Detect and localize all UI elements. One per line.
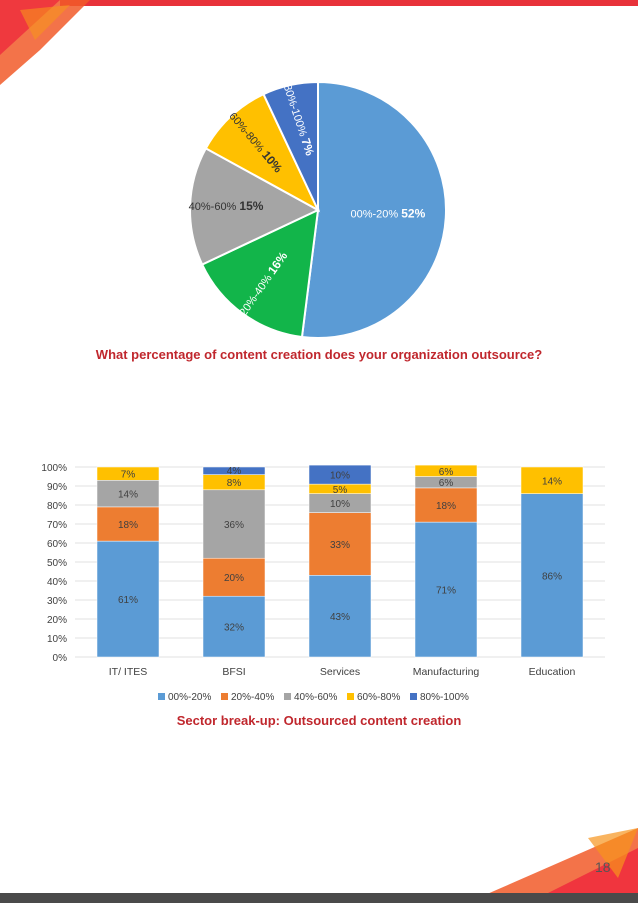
y-tick-label: 20% [47, 615, 67, 626]
legend-swatch [158, 693, 165, 700]
bar-data-label: 6% [439, 467, 454, 478]
stacked-bar-chart: 0% 10% 20% 30% 40% 50% 60% 70% 80% 90% 100% 61% 18% 1… [41, 463, 605, 703]
y-tick-label: 10% [47, 634, 67, 645]
legend-swatch [221, 693, 228, 700]
bar-segment [308, 464, 372, 485]
bar-segment [96, 506, 160, 542]
corner-decoration-bottom-right [478, 828, 638, 898]
bar-segment [520, 466, 584, 494]
legend-swatch [410, 693, 417, 700]
x-tick-label: Manufacturing [413, 666, 480, 678]
y-tick-label: 60% [47, 539, 67, 550]
bar-data-label: 8% [227, 478, 242, 489]
bar-segment [202, 489, 266, 559]
legend-label: 80%-100% [420, 692, 469, 703]
y-tick-label: 40% [47, 577, 67, 588]
bar-segment [202, 466, 266, 475]
bar-data-label: 71% [436, 586, 456, 597]
pie-slice [189, 146, 321, 266]
pie-slice [204, 92, 321, 213]
bar-data-label: 18% [436, 501, 456, 512]
bar-segment [308, 512, 372, 576]
pie-slice [300, 80, 447, 339]
x-tick-label: Education [529, 666, 576, 678]
corner-decoration-top-left [0, 0, 90, 85]
bar-segment [414, 521, 478, 658]
bar-segment [520, 493, 584, 658]
bar-data-label: 4% [227, 466, 242, 477]
bar-segment [202, 557, 266, 597]
y-tick-label: 0% [53, 653, 68, 664]
bar-data-label: 20% [224, 573, 244, 584]
bar-data-label: 33% [330, 540, 350, 551]
bar-segment [414, 464, 478, 477]
bar-segment [96, 540, 160, 658]
x-tick-label: Services [320, 666, 360, 678]
y-tick-label: 50% [47, 558, 67, 569]
bar-data-label: 36% [224, 520, 244, 531]
legend-label: 40%-60% [294, 692, 337, 703]
x-tick-label: BFSI [222, 666, 245, 678]
pie-slice [262, 80, 319, 211]
page-number: 18 [595, 859, 611, 875]
legend-swatch [347, 693, 354, 700]
bar-data-label: 7% [121, 470, 136, 481]
bar-segment [96, 480, 160, 508]
bar-data-label: 43% [330, 612, 350, 623]
legend-swatch [284, 693, 291, 700]
bottom-bar [0, 893, 638, 903]
y-tick-label: 70% [47, 520, 67, 531]
legend-label: 20%-40% [231, 692, 274, 703]
bar-segment [308, 575, 372, 658]
y-tick-label: 30% [47, 596, 67, 607]
bar-data-label: 6% [439, 478, 454, 489]
bar-data-label: 14% [542, 476, 562, 487]
bar-segment [202, 595, 266, 658]
legend-label: 60%-80% [357, 692, 400, 703]
pie-slice-label: 40%-60% 15% [189, 199, 264, 213]
y-tick-label: 80% [47, 501, 67, 512]
legend: 00%-20% 20%-40% 40%-60% 60%-80% 80%-100% [158, 692, 469, 703]
bar-segment [96, 466, 160, 481]
bar-data-label: 86% [542, 571, 562, 582]
x-tick-label: IT/ ITES [109, 666, 148, 678]
bar-data-label: 10% [330, 499, 350, 510]
top-accent-bar [60, 0, 638, 6]
bar-data-label: 10% [330, 471, 350, 482]
bar-data-label: 5% [333, 485, 348, 496]
pie-chart: 00%-20% 52%20%-40% 16%40%-60% 15%60%-80%… [189, 80, 447, 339]
y-tick-label: 90% [47, 482, 67, 493]
bar-data-label: 18% [118, 520, 138, 531]
bar-data-label: 14% [118, 490, 138, 501]
bar-data-label: 61% [118, 595, 138, 606]
legend-label: 00%-20% [168, 692, 211, 703]
pie-slice [200, 208, 320, 339]
pie-chart-title: What percentage of content creation does… [95, 347, 543, 362]
bar-data-label: 32% [224, 623, 244, 634]
bar-chart-title: Sector break-up: Outsourced content crea… [176, 713, 462, 728]
pie-slice-label: 00%-20% 52% [350, 207, 425, 221]
y-tick-label: 100% [41, 463, 67, 474]
